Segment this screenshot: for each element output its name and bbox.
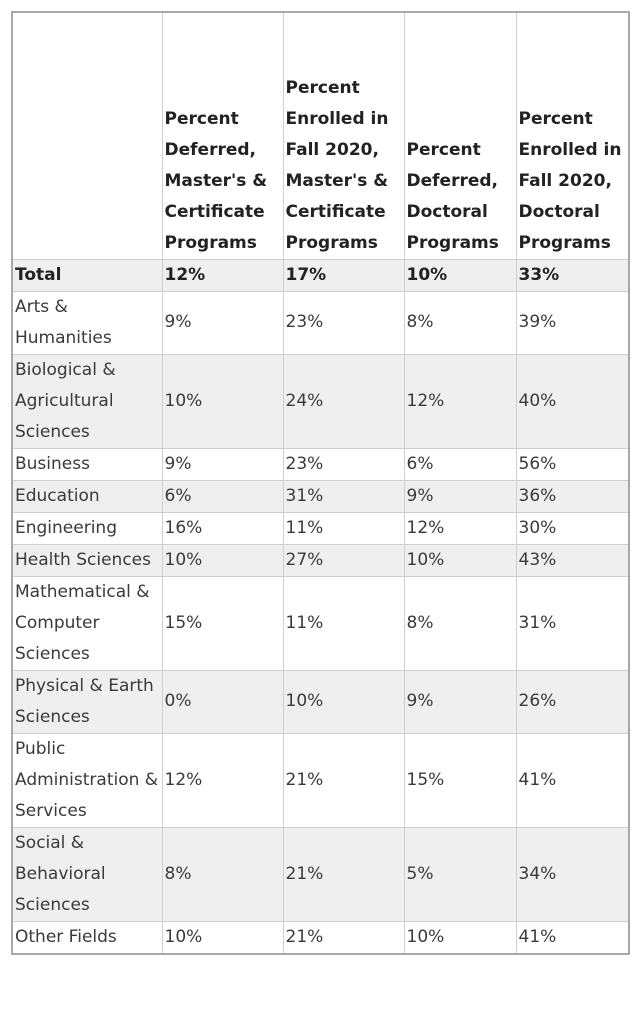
table-cell: 9% xyxy=(403,669,517,734)
table-row: Physical & Earth Sciences 0% 10% 9% 26% xyxy=(11,669,630,734)
table-cell: 12% xyxy=(403,511,517,545)
table-cell: 12% xyxy=(403,353,517,449)
table-row: Mathematical & Computer Sciences 15% 11% 8%… xyxy=(11,575,630,671)
header-row: Percent Deferred, Master's & Certificate… xyxy=(11,11,630,260)
table-cell: 31% xyxy=(515,575,630,671)
table-row: Health Sciences 10% 27% 10% 43% xyxy=(11,543,630,577)
table-cell: 9% xyxy=(161,447,284,481)
table-cell: 30% xyxy=(515,511,630,545)
table-cell: 27% xyxy=(282,543,405,577)
table-cell: 10% xyxy=(403,543,517,577)
row-label: Public Administration & Services xyxy=(11,732,163,828)
table-row: Biological & Agricultural Sciences 10% 24%… xyxy=(11,353,630,449)
table-row: Public Administration & Services 12% 21% 15… xyxy=(11,732,630,828)
table-cell: 16% xyxy=(161,511,284,545)
table-cell: 5% xyxy=(403,826,517,922)
header-cell: Percent Enrolled in Fall 2020, Master's … xyxy=(282,11,405,260)
row-label: Social & Behavioral Sciences xyxy=(11,826,163,922)
table-cell: 23% xyxy=(282,290,405,355)
row-label: Arts & Humanities xyxy=(11,290,163,355)
total-row: Total 12% 17% 10% 33% xyxy=(11,258,630,292)
table-cell: 8% xyxy=(161,826,284,922)
table-cell: 56% xyxy=(515,447,630,481)
table-cell: 21% xyxy=(282,732,405,828)
table-cell: 41% xyxy=(515,920,630,954)
row-label: Mathematical & Computer Sciences xyxy=(11,575,163,671)
row-label: Biological & Agricultural Sciences xyxy=(11,353,163,449)
table-cell: 21% xyxy=(282,920,405,954)
table-row: Social & Behavioral Sciences 8% 21% 5% 34% xyxy=(11,826,630,922)
row-label: Health Sciences xyxy=(11,543,163,577)
table-cell: 6% xyxy=(403,447,517,481)
table-cell: 43% xyxy=(515,543,630,577)
table-cell: 26% xyxy=(515,669,630,734)
row-label: Other Fields xyxy=(11,920,163,954)
table-row: Arts & Humanities 9% 23% 8% 39% xyxy=(11,290,630,355)
table-cell: 15% xyxy=(403,732,517,828)
header-cell: Percent Deferred, Doctoral Programs xyxy=(403,11,517,260)
table-cell: 12% xyxy=(161,258,284,292)
table-cell: 21% xyxy=(282,826,405,922)
table-cell: 0% xyxy=(161,669,284,734)
row-label: Business xyxy=(11,447,163,481)
table-cell: 6% xyxy=(161,479,284,513)
table-cell: 15% xyxy=(161,575,284,671)
table-cell: 8% xyxy=(403,575,517,671)
table-cell: 12% xyxy=(161,732,284,828)
table-cell: 10% xyxy=(403,920,517,954)
table-cell: 41% xyxy=(515,732,630,828)
table-cell: 40% xyxy=(515,353,630,449)
table-cell: 31% xyxy=(282,479,405,513)
table-row: Engineering 16% 11% 12% 30% xyxy=(11,511,630,545)
row-label: Engineering xyxy=(11,511,163,545)
row-label: Physical & Earth Sciences xyxy=(11,669,163,734)
table-cell: 36% xyxy=(515,479,630,513)
table-cell: 10% xyxy=(282,669,405,734)
header-cell xyxy=(11,11,163,260)
table-cell: 39% xyxy=(515,290,630,355)
table-cell: 10% xyxy=(161,353,284,449)
table-cell: 33% xyxy=(515,258,630,292)
data-table: Percent Deferred, Master's & Certificate… xyxy=(11,11,630,955)
table-cell: 8% xyxy=(403,290,517,355)
table-cell: 17% xyxy=(282,258,405,292)
table-cell: 9% xyxy=(161,290,284,355)
table-cell: 11% xyxy=(282,575,405,671)
table-row: Other Fields 10% 21% 10% 41% xyxy=(11,920,630,954)
row-label: Education xyxy=(11,479,163,513)
table-row: Business 9% 23% 6% 56% xyxy=(11,447,630,481)
table-row: Education 6% 31% 9% 36% xyxy=(11,479,630,513)
table-cell: 23% xyxy=(282,447,405,481)
table-cell: 10% xyxy=(403,258,517,292)
table-cell: 11% xyxy=(282,511,405,545)
table-cell: 9% xyxy=(403,479,517,513)
table-cell: 10% xyxy=(161,543,284,577)
header-cell: Percent Enrolled in Fall 2020, Doctoral … xyxy=(515,11,630,260)
table-cell: 34% xyxy=(515,826,630,922)
table-cell: 24% xyxy=(282,353,405,449)
header-cell: Percent Deferred, Master's & Certificate… xyxy=(161,11,284,260)
row-label: Total xyxy=(11,258,163,292)
table-cell: 10% xyxy=(161,920,284,954)
